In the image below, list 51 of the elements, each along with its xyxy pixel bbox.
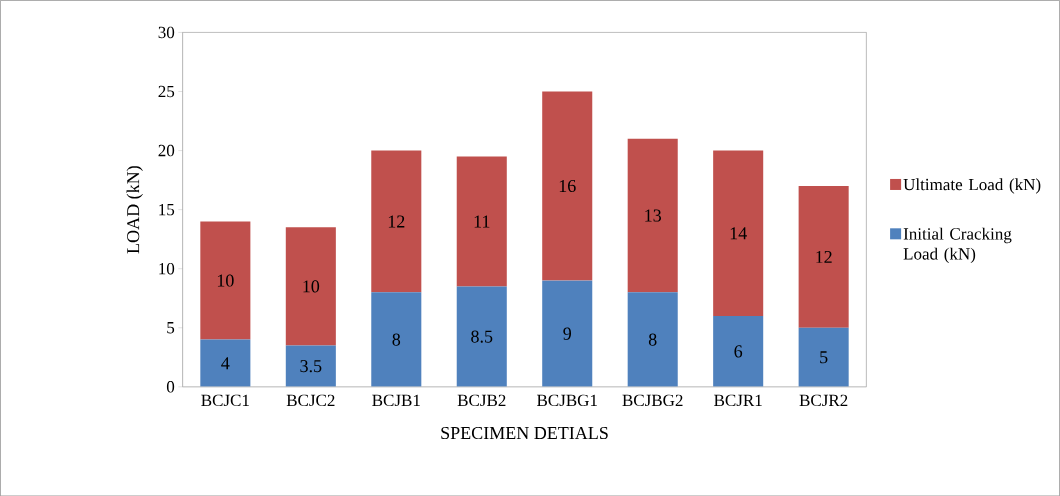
bar xyxy=(798,327,849,387)
data-label: 10 xyxy=(303,280,320,293)
y-tick-label: 15 xyxy=(159,203,175,216)
x-tick-label: BCJBG2 xyxy=(622,394,683,406)
x-tick-label: BCJR2 xyxy=(799,394,848,406)
data-label: 6 xyxy=(734,345,743,358)
data-label: 8 xyxy=(392,333,401,346)
data-label: 8.5 xyxy=(471,330,493,343)
legend-label: Initial Cracking Load (kN) xyxy=(903,227,1012,263)
legend-label: Ultimate Load (kN) xyxy=(903,178,1041,194)
bar xyxy=(456,286,507,387)
data-label: 5 xyxy=(820,351,828,364)
data-label: 16 xyxy=(559,179,576,192)
bar xyxy=(200,339,251,387)
bar xyxy=(713,150,764,316)
y-tick-label: 10 xyxy=(159,262,175,275)
bar xyxy=(371,150,422,293)
x-tick-label: BCJB2 xyxy=(457,394,506,406)
bar xyxy=(713,315,764,387)
x-tick-label: BCJR1 xyxy=(714,394,762,406)
bar xyxy=(371,292,422,387)
y-tick-label: 30 xyxy=(158,26,175,39)
data-label: 12 xyxy=(388,215,405,228)
data-label: 11 xyxy=(474,215,490,228)
bar xyxy=(200,221,251,340)
data-label: 13 xyxy=(645,209,662,222)
x-tick-label: BCJC2 xyxy=(286,394,335,406)
x-tick-label: BCJB1 xyxy=(372,394,420,406)
bar xyxy=(285,345,336,387)
bar xyxy=(627,292,678,387)
y-tick-label: 20 xyxy=(158,144,175,157)
y-tick-label: 5 xyxy=(167,321,175,334)
bar xyxy=(456,156,507,287)
x-tick-label: BCJC1 xyxy=(201,394,249,406)
y-tick-label: 0 xyxy=(166,380,175,393)
data-label: 12 xyxy=(816,250,832,263)
x-axis-title: SPECIMEN DETIALS xyxy=(441,426,608,439)
data-label: 3.5 xyxy=(300,359,322,373)
data-label: 8 xyxy=(648,333,657,346)
x-tick-label: BCJBG1 xyxy=(536,394,597,406)
bar xyxy=(542,280,593,387)
bar xyxy=(627,138,678,293)
y-tick-label: 25 xyxy=(158,85,175,98)
y-axis-title: LOAD (kN) xyxy=(126,165,143,254)
bar xyxy=(285,227,336,346)
bar xyxy=(542,91,593,281)
data-label: 10 xyxy=(217,274,234,287)
bar xyxy=(798,185,849,328)
data-label: 9 xyxy=(563,327,572,340)
data-label: 4 xyxy=(221,357,230,369)
data-label: 14 xyxy=(730,227,747,240)
